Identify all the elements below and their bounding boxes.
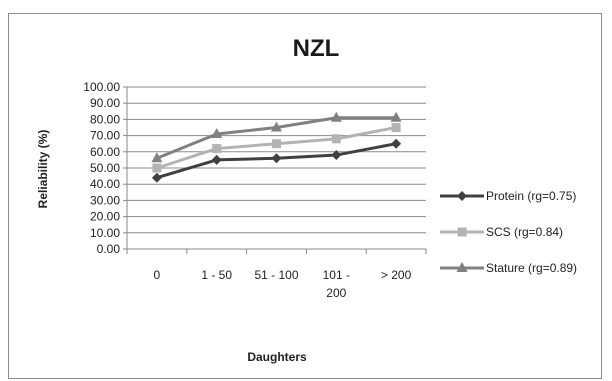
data-point xyxy=(271,153,282,164)
y-tick-label: 0.00 xyxy=(97,242,121,256)
y-tick-label: 30.00 xyxy=(90,193,120,207)
legend-label: Stature (rg=0.89) xyxy=(486,261,577,275)
data-point xyxy=(330,111,342,122)
y-tick-label: 60.00 xyxy=(90,145,120,159)
data-point xyxy=(457,227,467,237)
gridlines xyxy=(127,86,426,234)
data-point xyxy=(211,154,222,165)
x-tick-label: 1 - 50 xyxy=(201,268,232,282)
y-tick-label: 40.00 xyxy=(90,177,120,191)
chart-title: NZL xyxy=(293,35,340,62)
x-tick-label: 51 - 100 xyxy=(254,268,298,282)
data-point xyxy=(457,191,467,201)
y-axis-label: Reliability (%) xyxy=(36,130,50,209)
data-point xyxy=(331,134,341,144)
data-point xyxy=(331,150,342,161)
x-axis-label: Daughters xyxy=(247,350,307,364)
series-triangle xyxy=(151,111,402,163)
legend-entry: Protein (rg=0.75) xyxy=(440,189,576,203)
data-point xyxy=(391,123,401,132)
axes xyxy=(123,86,427,254)
data-point xyxy=(271,121,282,132)
y-tick-label: 100.00 xyxy=(83,80,120,94)
x-tick-labels: 0 1 - 50 51 - 100 101 -200 > 200 xyxy=(154,268,412,300)
data-point xyxy=(211,127,223,138)
legend-label: Protein (rg=0.75) xyxy=(486,189,576,203)
data-point xyxy=(152,163,162,173)
legend-label: SCS (rg=0.84) xyxy=(486,225,563,239)
legend-entry: SCS (rg=0.84) xyxy=(440,225,563,239)
y-tick-label: 90.00 xyxy=(90,96,120,110)
y-tick-labels: 0.00 10.00 20.00 30.00 40.00 50.00 60.00 70.00 8… xyxy=(83,80,120,256)
y-tick-label: 50.00 xyxy=(90,161,120,175)
legend: Protein (rg=0.75) SCS (rg=0.84) Stature (r… xyxy=(440,189,577,275)
x-tick-label: 0 xyxy=(154,268,161,282)
y-tick-label: 20.00 xyxy=(90,210,120,224)
data-point xyxy=(151,172,162,183)
x-tick-label: > 200 xyxy=(381,268,412,282)
data-point xyxy=(456,262,468,272)
series-diamond xyxy=(151,138,402,183)
series-square xyxy=(152,123,401,173)
legend-entry: Stature (rg=0.89) xyxy=(440,261,577,275)
data-point xyxy=(212,144,222,154)
data-point xyxy=(390,111,402,122)
data-point xyxy=(272,139,281,149)
y-tick-label: 10.00 xyxy=(90,226,120,240)
y-tick-label: 70.00 xyxy=(90,129,120,143)
series xyxy=(151,111,402,183)
y-tick-label: 80.00 xyxy=(90,112,120,126)
data-point xyxy=(151,152,163,163)
data-point xyxy=(391,138,402,149)
x-tick-label: 101 -200 xyxy=(323,268,350,300)
chart-frame xyxy=(8,13,602,379)
